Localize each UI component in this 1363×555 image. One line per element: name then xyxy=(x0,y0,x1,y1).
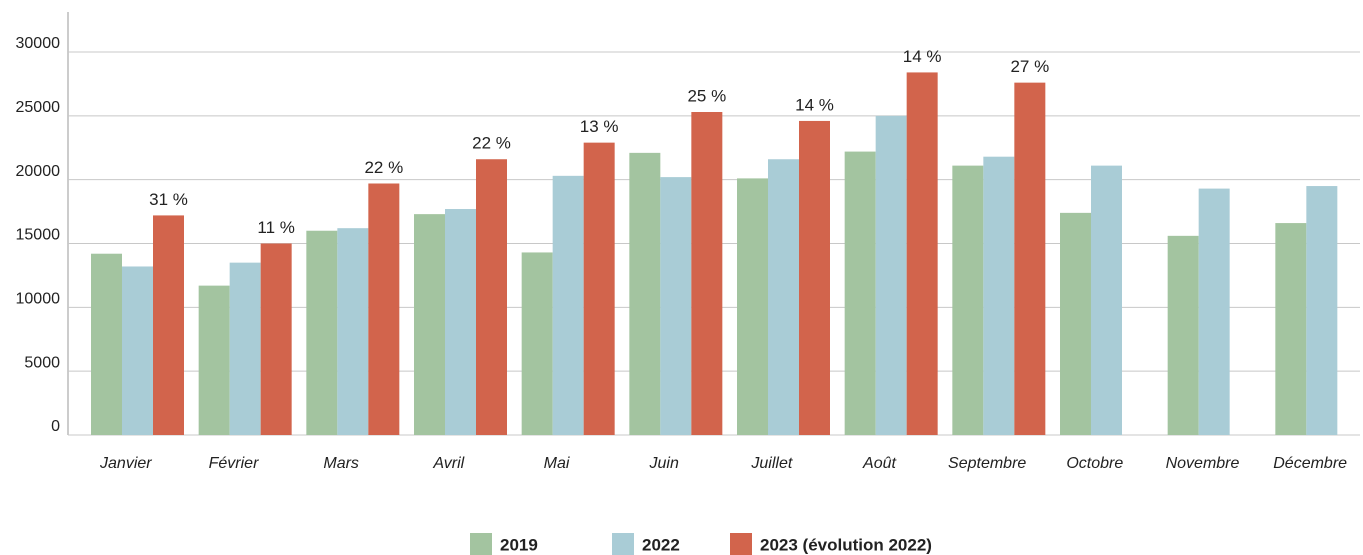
bar xyxy=(91,253,122,435)
bar xyxy=(414,214,445,435)
bar xyxy=(260,243,292,435)
evolution-label: 27 % xyxy=(1010,57,1049,76)
bar xyxy=(198,285,230,435)
bar xyxy=(799,120,830,435)
x-tick-label: Octobre xyxy=(1066,455,1123,472)
bar xyxy=(1198,188,1230,435)
legend-swatch xyxy=(470,533,492,555)
x-tick-label: Juillet xyxy=(750,455,792,472)
y-tick-label: 20000 xyxy=(16,163,61,180)
x-tick-label: Août xyxy=(862,455,896,472)
bar xyxy=(583,142,615,436)
x-tick-label: Avril xyxy=(432,455,464,472)
x-tick-label: Février xyxy=(209,455,259,472)
bar xyxy=(1275,223,1307,435)
x-tick-label: Décembre xyxy=(1273,455,1347,472)
evolution-label: 14 % xyxy=(795,95,834,114)
bar xyxy=(337,228,369,435)
bar xyxy=(1091,165,1122,435)
evolution-label: 25 % xyxy=(687,86,726,105)
legend-label: 2022 xyxy=(642,535,680,554)
bar xyxy=(875,115,907,435)
bar xyxy=(660,177,692,435)
bar xyxy=(445,209,476,435)
y-tick-label: 25000 xyxy=(16,99,61,116)
bar xyxy=(906,72,938,435)
y-tick-label: 10000 xyxy=(16,291,61,308)
x-tick-label: Novembre xyxy=(1166,455,1240,472)
x-tick-label: Janvier xyxy=(99,455,152,472)
bar xyxy=(952,165,984,435)
evolution-label: 22 % xyxy=(472,134,511,153)
bar xyxy=(1167,235,1199,435)
evolution-label: 31 % xyxy=(149,190,188,209)
bar xyxy=(229,262,261,435)
y-tick-label: 5000 xyxy=(24,354,60,371)
bar xyxy=(629,152,661,435)
bar xyxy=(1306,186,1338,435)
x-tick-label: Mai xyxy=(544,455,570,472)
evolution-label: 13 % xyxy=(580,117,619,136)
y-tick-label: 0 xyxy=(51,418,60,435)
bar xyxy=(368,183,400,435)
y-tick-label: 30000 xyxy=(16,35,61,52)
y-tick-label: 15000 xyxy=(16,227,61,244)
evolution-label: 22 % xyxy=(364,158,403,177)
legend-label: 2023 (évolution 2022) xyxy=(760,535,932,554)
legend-swatch xyxy=(730,533,752,555)
evolution-label: 11 % xyxy=(257,218,295,237)
bar xyxy=(153,215,184,435)
legend-label: 2019 xyxy=(500,535,538,554)
bar xyxy=(476,159,507,436)
bar xyxy=(552,175,584,435)
bar xyxy=(691,112,723,436)
bar xyxy=(983,156,1015,436)
bar xyxy=(1014,82,1046,435)
bar xyxy=(768,159,799,436)
bar xyxy=(844,151,876,435)
bar xyxy=(737,178,768,435)
evolution-label: 14 % xyxy=(903,47,942,66)
legend-swatch xyxy=(612,533,634,555)
bar xyxy=(1060,212,1091,435)
bar xyxy=(521,252,553,435)
x-tick-label: Septembre xyxy=(948,455,1026,472)
x-tick-label: Juin xyxy=(648,455,678,472)
x-tick-label: Mars xyxy=(323,455,359,472)
bar xyxy=(306,230,338,435)
bar xyxy=(122,266,153,435)
